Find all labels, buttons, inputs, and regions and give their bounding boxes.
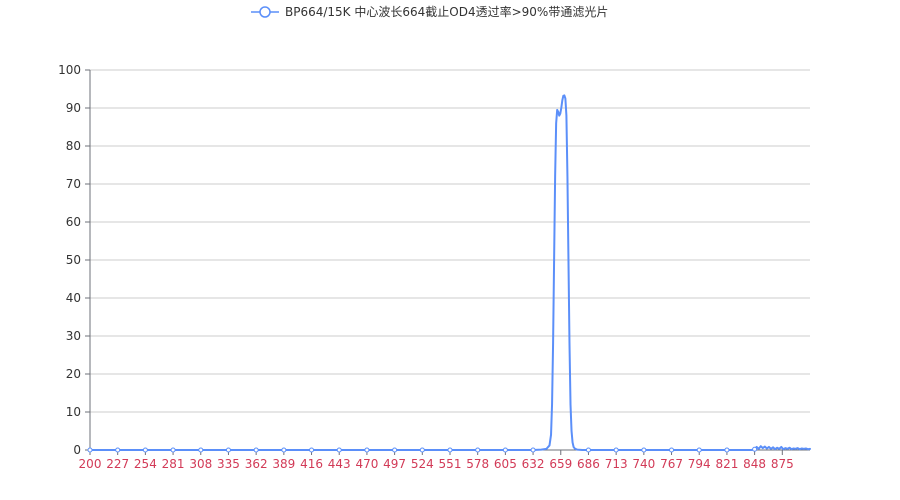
x-tick-label: 416 — [300, 457, 323, 471]
x-axis: 200 227 254 281 308 335 362 389 416 443 470 497 524 5… — [79, 449, 810, 471]
y-tick-label: 0 — [73, 443, 81, 457]
x-tick-label: 254 — [134, 457, 157, 471]
data-point[interactable] — [696, 447, 702, 453]
legend[interactable]: BP664/15K 中心波长664截止OD4透过率>90%带通滤光片 — [251, 4, 608, 19]
x-tick-label: 740 — [632, 457, 655, 471]
data-point[interactable] — [87, 447, 93, 453]
series-line — [89, 94, 811, 451]
x-tick-label: 578 — [466, 457, 489, 471]
y-tick-label: 50 — [66, 253, 81, 267]
x-tick-label: 362 — [245, 457, 268, 471]
y-tick-label: 80 — [66, 139, 81, 153]
x-tick-label: 389 — [272, 457, 295, 471]
x-tick-label: 443 — [328, 457, 351, 471]
data-point[interactable] — [364, 447, 370, 453]
y-tick-label: 90 — [66, 101, 81, 115]
x-tick-label: 821 — [715, 457, 738, 471]
data-point[interactable] — [724, 447, 730, 453]
plot-area — [87, 94, 811, 453]
y-tick-label: 100 — [58, 63, 81, 77]
data-point[interactable] — [309, 447, 315, 453]
y-tick-label: 70 — [66, 177, 81, 191]
x-tick-label: 713 — [605, 457, 628, 471]
x-tick-label: 497 — [383, 457, 406, 471]
x-tick-label: 470 — [355, 457, 378, 471]
y-axis: 0 10 20 30 40 50 60 70 80 90 100 — [58, 63, 91, 457]
data-point[interactable] — [669, 447, 675, 453]
data-point[interactable] — [502, 447, 508, 453]
y-tick-label: 40 — [66, 291, 81, 305]
x-tick-label: 551 — [439, 457, 462, 471]
x-tick-label: 200 — [79, 457, 102, 471]
y-tick-label: 60 — [66, 215, 81, 229]
data-point[interactable] — [447, 447, 453, 453]
data-point[interactable] — [475, 447, 481, 453]
data-point[interactable] — [613, 447, 619, 453]
data-point[interactable] — [198, 447, 204, 453]
data-point[interactable] — [530, 447, 536, 453]
legend-label: BP664/15K 中心波长664截止OD4透过率>90%带通滤光片 — [285, 4, 608, 19]
x-tick-label: 686 — [577, 457, 600, 471]
x-tick-label: 659 — [549, 457, 572, 471]
data-point[interactable] — [170, 447, 176, 453]
x-tick-label: 875 — [771, 457, 794, 471]
x-tick-label: 794 — [688, 457, 711, 471]
x-tick-label: 281 — [162, 457, 185, 471]
data-point[interactable] — [253, 447, 259, 453]
x-tick-label: 767 — [660, 457, 683, 471]
x-tick-label: 848 — [743, 457, 766, 471]
x-tick-label: 335 — [217, 457, 240, 471]
y-tick-label: 10 — [66, 405, 81, 419]
data-point[interactable] — [225, 447, 231, 453]
data-point[interactable] — [752, 446, 758, 452]
data-point[interactable] — [641, 447, 647, 453]
data-point[interactable] — [392, 447, 398, 453]
grid-lines — [90, 69, 810, 413]
x-tick-label: 632 — [522, 457, 545, 471]
data-point[interactable] — [585, 447, 591, 453]
data-point[interactable] — [336, 447, 342, 453]
data-point[interactable] — [142, 447, 148, 453]
x-tick-label: 605 — [494, 457, 517, 471]
y-tick-label: 20 — [66, 367, 81, 381]
data-point[interactable] — [115, 447, 121, 453]
data-point[interactable] — [419, 447, 425, 453]
legend-marker-icon — [259, 6, 271, 18]
x-tick-label: 308 — [189, 457, 212, 471]
y-tick-label: 30 — [66, 329, 81, 343]
x-tick-label: 227 — [106, 457, 129, 471]
data-point[interactable] — [281, 447, 287, 453]
x-tick-label: 524 — [411, 457, 434, 471]
